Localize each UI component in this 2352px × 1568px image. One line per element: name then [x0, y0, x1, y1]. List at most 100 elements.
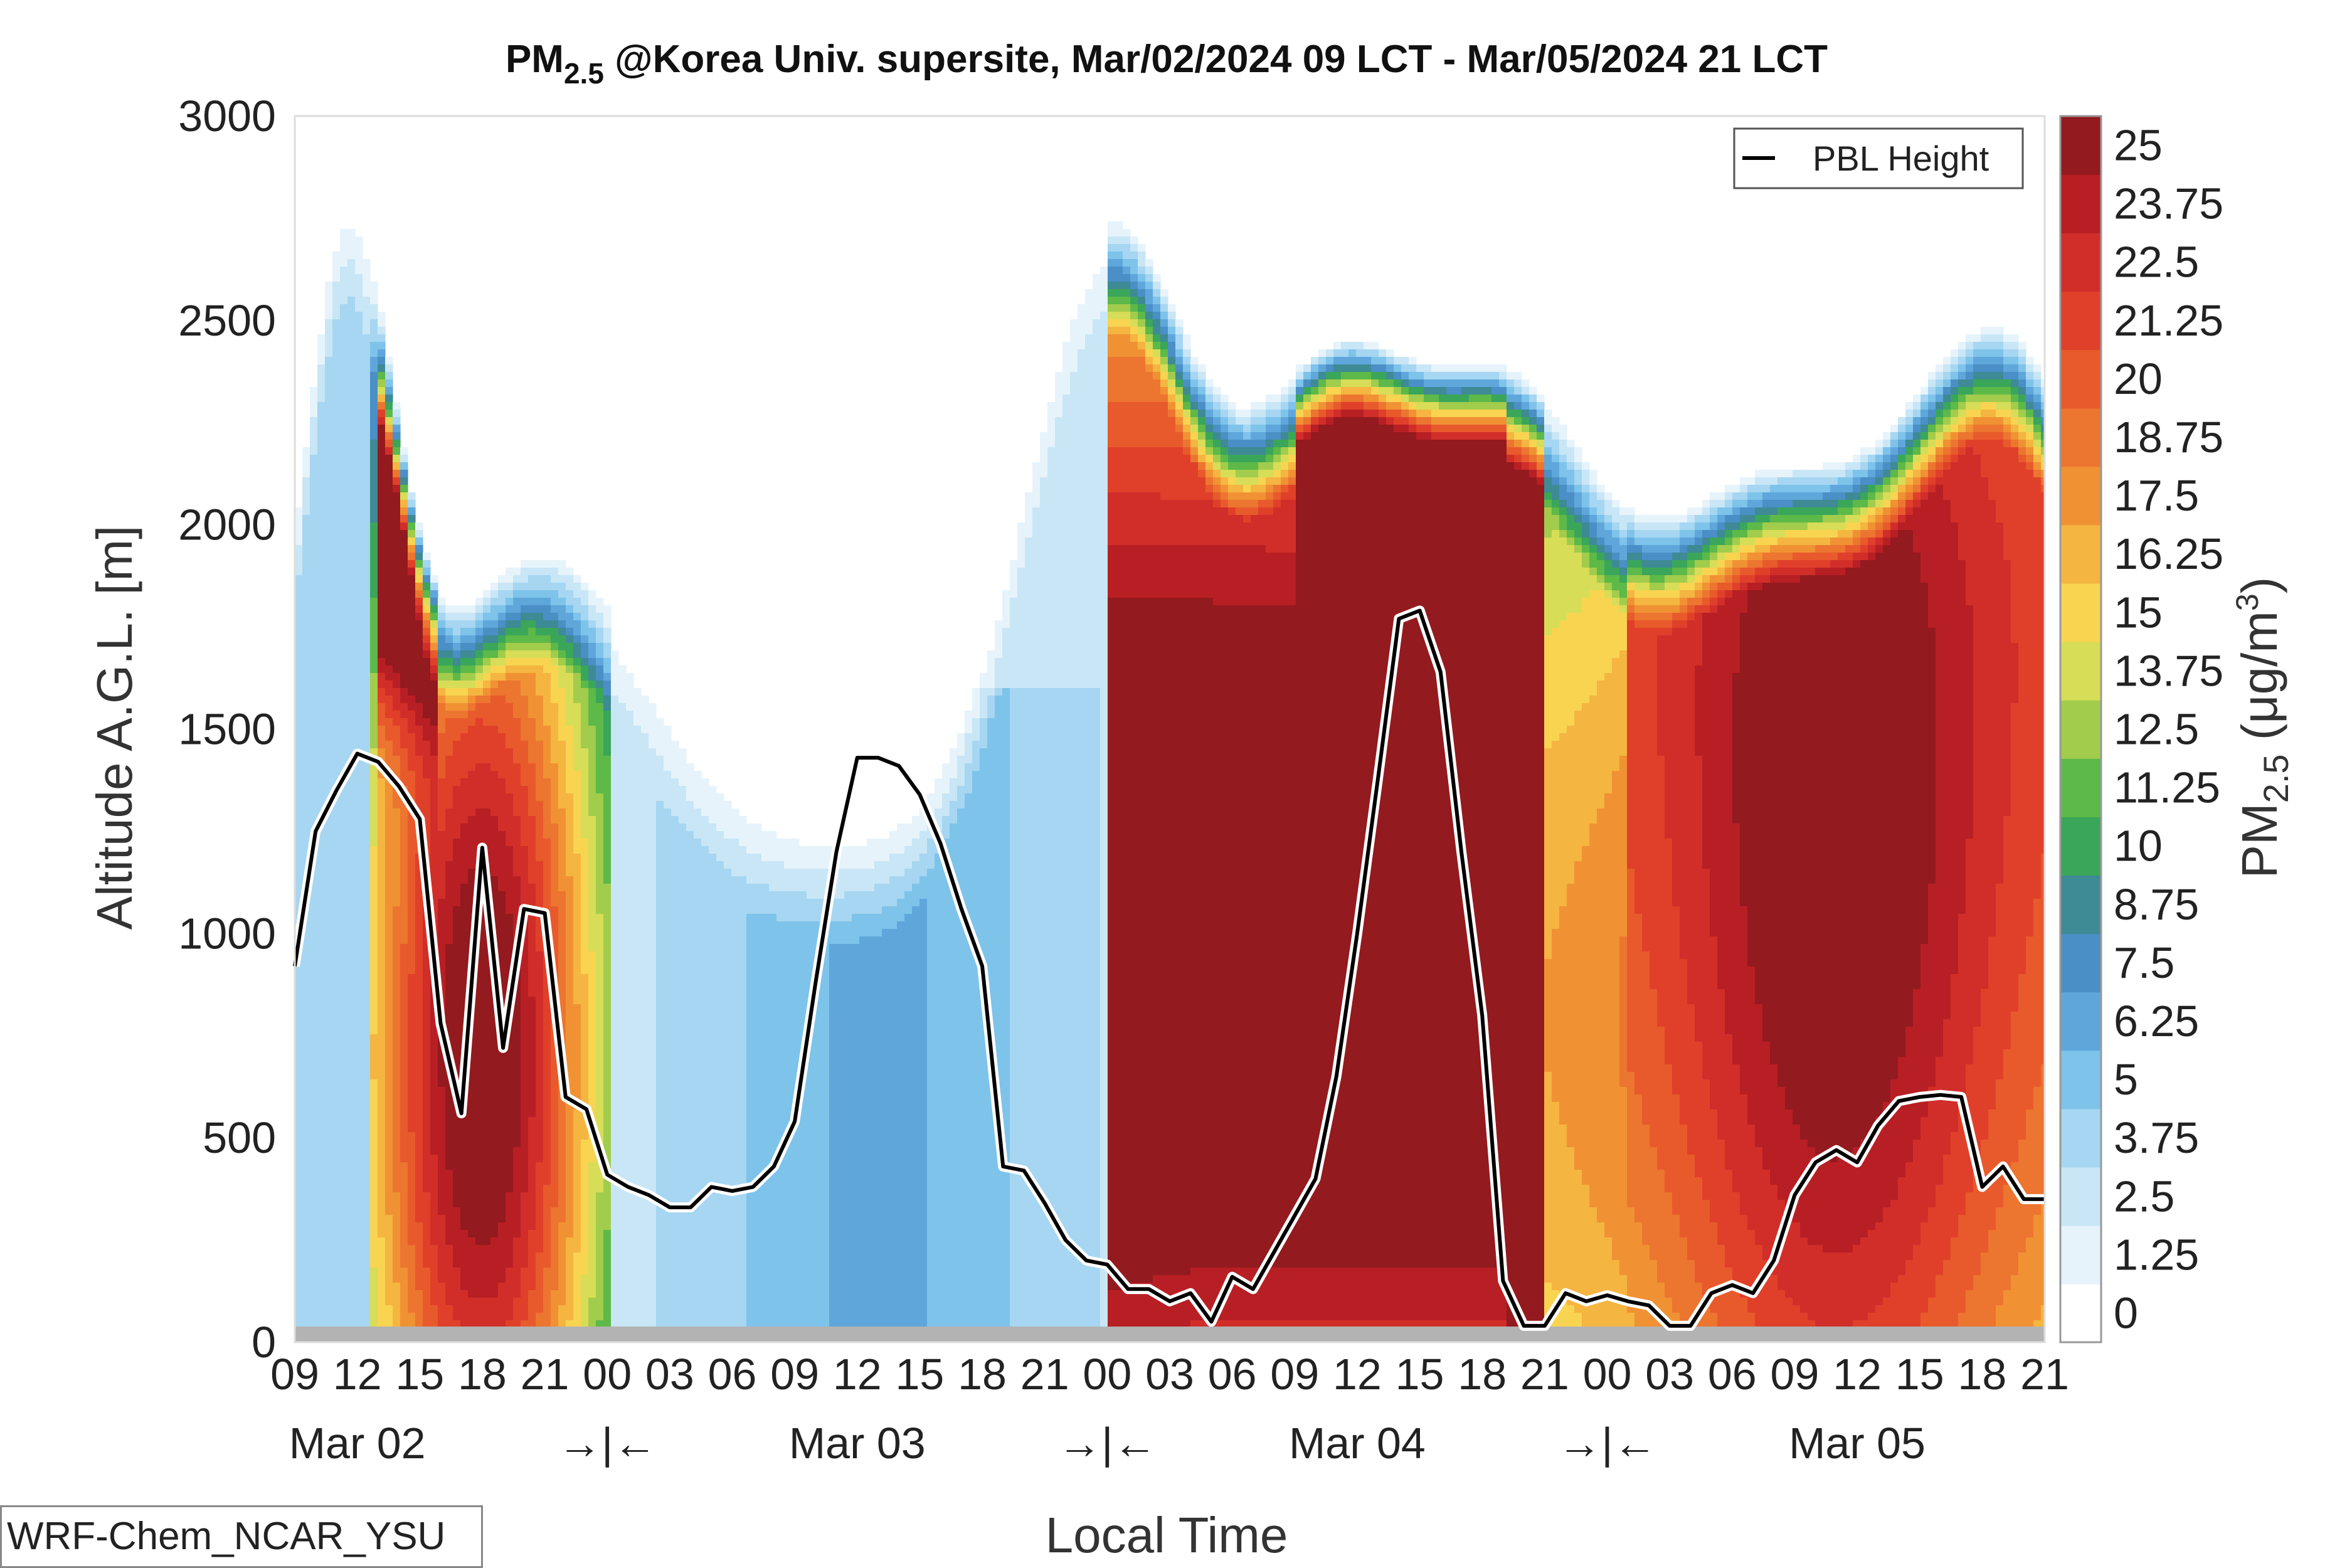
contour-cell: [363, 711, 371, 719]
contour-cell: [317, 1132, 326, 1140]
contour-cell: [310, 974, 318, 982]
contour-cell: [355, 1155, 363, 1163]
contour-cell: [355, 1313, 363, 1321]
contour-cell: [302, 462, 310, 470]
contour-cell: [355, 1162, 363, 1170]
contour-cell: [347, 1102, 356, 1110]
contour-cell: [332, 681, 341, 689]
contour-cell: [370, 327, 378, 335]
contour-cell: [317, 891, 326, 899]
contour-cell: [347, 598, 356, 606]
contour-cell: [317, 997, 326, 1005]
contour-cell: [340, 1245, 348, 1253]
contour-cell: [325, 733, 333, 741]
contour-cell: [370, 681, 378, 689]
contour-cell: [295, 583, 303, 591]
contour-cell: [355, 1072, 363, 1080]
contour-cell: [340, 951, 348, 960]
contour-cell: [370, 1004, 378, 1012]
contour-cell: [310, 575, 318, 583]
contour-cell: [295, 1019, 303, 1027]
contour-cell: [310, 1064, 318, 1073]
contour-cell: [325, 854, 333, 862]
contour-cell: [340, 876, 348, 884]
contour-cell: [363, 891, 371, 899]
contour-cell: [295, 1049, 303, 1057]
contour-cell: [317, 1125, 326, 1133]
contour-cell: [302, 1034, 310, 1042]
contour-cell: [295, 1155, 303, 1163]
contour-cell: [317, 590, 326, 598]
contour-cell: [363, 696, 371, 704]
contour-cell: [363, 319, 371, 327]
contour-cell: [355, 1275, 363, 1283]
contour-cell: [302, 1027, 310, 1035]
contour-cell: [302, 1170, 310, 1178]
contour-cell: [340, 899, 348, 907]
contour-cell: [363, 1230, 371, 1238]
contour-cell: [295, 1245, 303, 1253]
contour-cell: [325, 1245, 333, 1253]
contour-cell: [340, 402, 348, 410]
contour-cell: [332, 1283, 341, 1291]
contour-cell: [302, 997, 310, 1005]
contour-cell: [332, 312, 341, 320]
contour-cell: [295, 515, 303, 523]
contour-cell: [370, 1027, 378, 1035]
contour-cell: [332, 906, 341, 914]
contour-cell: [332, 936, 341, 945]
contour-cell: [340, 1087, 348, 1095]
contour-cell: [370, 372, 378, 380]
contour-cell: [325, 771, 333, 779]
contour-cell: [310, 1253, 318, 1261]
contour-cell: [310, 906, 318, 914]
contour-cell: [355, 703, 363, 711]
contour-cell: [355, 711, 363, 719]
contour-cell: [363, 1079, 371, 1088]
contour-cell: [370, 379, 378, 388]
contour-cell: [325, 598, 333, 606]
contour-cell: [347, 583, 356, 591]
contour-cell: [302, 1147, 310, 1155]
contour-cell: [317, 417, 326, 425]
contour-cell: [332, 1072, 341, 1080]
contour-cell: [295, 1125, 303, 1133]
contour-cell: [325, 319, 333, 327]
contour-cell: [325, 1283, 333, 1291]
contour-cell: [355, 402, 363, 410]
contour-cell: [295, 967, 303, 975]
contour-cell: [347, 357, 356, 365]
contour-cell: [332, 967, 341, 975]
contour-cell: [325, 899, 333, 907]
contour-cell: [347, 711, 356, 719]
contour-cell: [317, 665, 326, 674]
contour-cell: [347, 485, 356, 493]
contour-cell: [310, 1313, 318, 1321]
contour-cell: [325, 289, 333, 297]
contour-cell: [340, 681, 348, 689]
contour-cell: [347, 876, 356, 884]
contour-cell: [355, 816, 363, 824]
contour-cell: [310, 432, 318, 440]
contour-cell: [355, 372, 363, 380]
contour-cell: [332, 891, 341, 899]
contour-cell: [363, 507, 371, 516]
contour-cell: [347, 982, 356, 990]
contour-cell: [370, 583, 378, 591]
contour-cell: [310, 590, 318, 598]
contour-cell: [363, 1162, 371, 1170]
contour-cell: [332, 297, 341, 305]
contour-cell: [355, 741, 363, 749]
contour-cell: [295, 590, 303, 598]
contour-cell: [302, 778, 310, 787]
contour-cell: [302, 530, 310, 538]
contour-cell: [340, 319, 348, 327]
contour-cell: [355, 244, 363, 252]
contour-cell: [295, 1305, 303, 1313]
contour-cell: [302, 1200, 310, 1208]
contour-cell: [332, 462, 341, 470]
contour-cell: [340, 748, 348, 756]
contour-cell: [363, 914, 371, 922]
contour-cell: [325, 861, 333, 869]
contour-cell: [317, 1094, 326, 1103]
